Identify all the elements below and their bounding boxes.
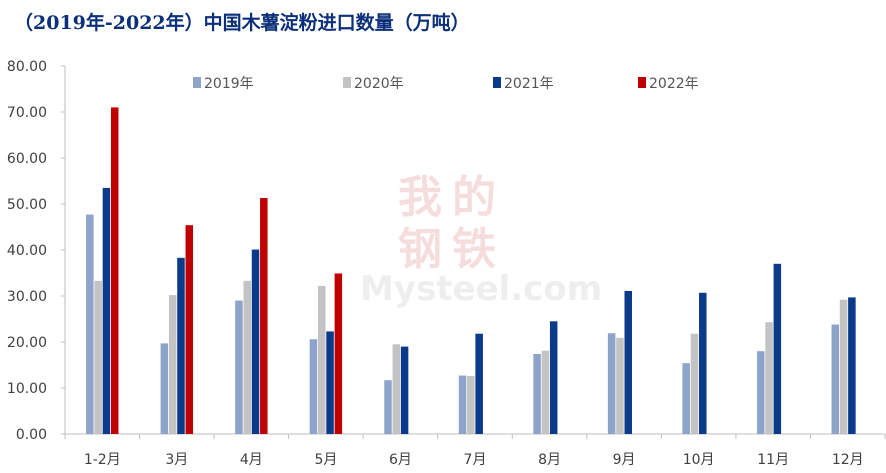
x-tick-label: 6月 (389, 452, 412, 468)
bar-2021年-9月 (624, 290, 632, 434)
x-axis: 1-2月 3月 4月 5月 6月 7月 8月 9月 10月 11月 12月 (64, 433, 886, 468)
x-tick-label: 7月 (464, 452, 487, 468)
bar-2020年-5月 (318, 285, 326, 434)
bar-2019年-11月 (756, 351, 765, 434)
bar-2019年-9月 (607, 333, 616, 434)
x-tick-label: 8月 (538, 452, 561, 468)
chart-title: （2019年-2022年）中国木薯淀粉进口数量（万吨） (14, 12, 470, 34)
x-tick-label: 9月 (613, 452, 636, 468)
x-tick-label: 5月 (314, 452, 337, 468)
y-tick-label: 10.00 (7, 381, 47, 397)
bar-2020年-6月 (392, 344, 401, 434)
bar-2021年-5月 (326, 331, 334, 434)
bar-2022年-1-2月 (110, 107, 119, 435)
x-tick-label: 11月 (757, 452, 789, 468)
bar-2021年-1-2月 (102, 187, 111, 434)
legend-label: 2022年 (649, 76, 699, 92)
bar-2019年-12月 (831, 324, 840, 434)
mysteel-watermark: 我的钢 铁Mysteel.com (360, 172, 602, 309)
watermark-text: Mysteel.com (360, 269, 602, 309)
x-tick-label: 10月 (683, 452, 715, 468)
bar-2020年-8月 (541, 350, 550, 434)
bar-2021年-12月 (848, 297, 856, 434)
bar-2019年-7月 (458, 375, 467, 434)
bar-2020年-12月 (839, 299, 848, 434)
bar-2020年-1-2月 (94, 280, 102, 434)
y-tick-label: 20.00 (7, 335, 47, 351)
legend: 2019年 2020年 2021年 2022年 (193, 76, 699, 92)
bar-2019年-8月 (533, 353, 541, 434)
bar-2022年-5月 (334, 273, 343, 434)
x-tick-label: 12月 (832, 452, 864, 468)
bar-2021年-6月 (400, 346, 409, 434)
watermark-char: 钢 (398, 224, 442, 275)
bar-2020年-10月 (690, 333, 699, 434)
legend-label: 2020年 (354, 76, 404, 92)
bar-2019年-4月 (235, 300, 243, 434)
y-tick-label: 50.00 (7, 197, 47, 213)
legend-label: 2021年 (504, 76, 554, 92)
x-tick-label: 4月 (240, 452, 263, 468)
bar-2022年-3月 (185, 225, 194, 434)
bar-2019年-6月 (384, 380, 392, 434)
legend-swatch (638, 77, 646, 88)
bar-2022年-4月 (260, 198, 268, 434)
bar-2019年-1-2月 (86, 214, 94, 434)
bar-2020年-4月 (243, 280, 251, 434)
y-tick-label: 40.00 (7, 243, 47, 259)
bar-2020年-7月 (467, 376, 475, 434)
y-axis: 0.00 10.00 20.00 30.00 40.00 50.00 60.00 70.00 8… (7, 59, 66, 443)
x-tick-label: 3月 (165, 452, 188, 468)
bar-2021年-11月 (773, 263, 782, 434)
legend-label: 2019年 (204, 76, 254, 92)
watermark-char: 铁 (452, 224, 496, 275)
bar-2020年-9月 (616, 337, 624, 434)
legend-swatch (343, 77, 351, 88)
bars (86, 107, 856, 435)
x-tick-label: 1-2月 (84, 452, 121, 468)
y-tick-label: 70.00 (7, 105, 47, 121)
y-tick-label: 60.00 (7, 151, 47, 167)
bar-2021年-7月 (475, 333, 483, 434)
bar-2019年-3月 (160, 343, 169, 434)
bar-2019年-5月 (309, 339, 318, 434)
bar-2020年-3月 (168, 295, 177, 434)
watermark-char: 的 (452, 172, 496, 223)
bar-2021年-8月 (549, 321, 558, 434)
legend-swatch (493, 77, 501, 88)
bar-2021年-10月 (699, 292, 707, 434)
y-tick-label: 30.00 (7, 289, 47, 305)
y-tick-label: 80.00 (7, 59, 47, 75)
watermark-char: 我 (398, 172, 442, 223)
bar-2019年-10月 (682, 363, 690, 434)
bar-2021年-4月 (251, 249, 260, 434)
bar-2020年-11月 (765, 322, 773, 434)
y-tick-label: 0.00 (16, 427, 47, 443)
legend-swatch (193, 77, 201, 88)
bar-2021年-3月 (177, 257, 185, 434)
